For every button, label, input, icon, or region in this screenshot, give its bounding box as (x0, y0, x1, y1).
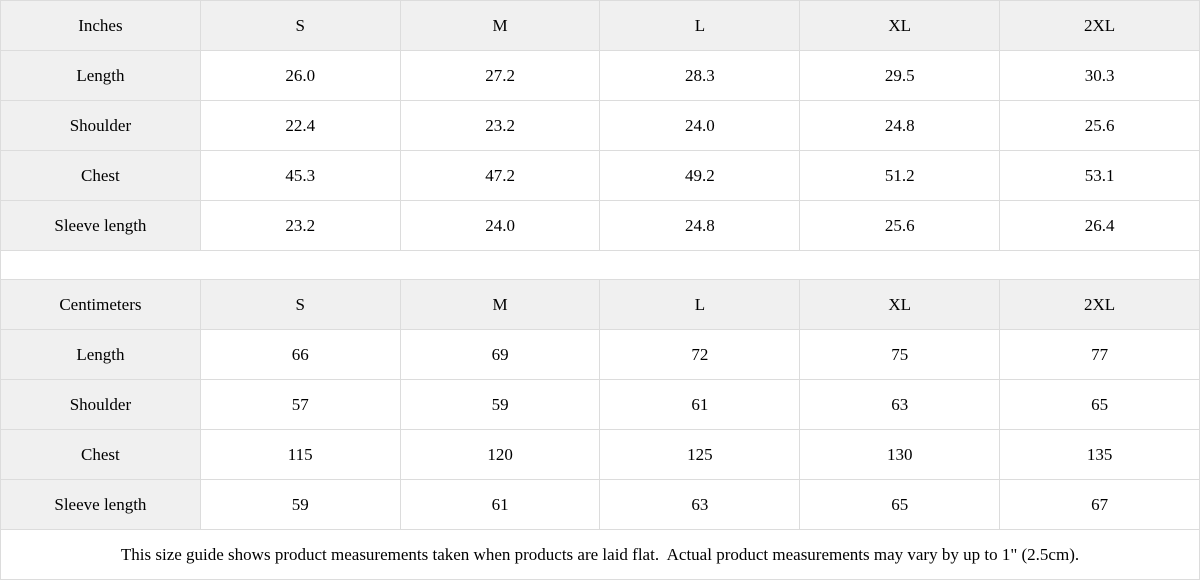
value-cell: 61 (399, 479, 601, 530)
value-cell: 115 (199, 429, 401, 480)
table-row-chest-cm: Chest 115 120 125 130 135 (0, 429, 1200, 480)
centimeters-unit-header-cell: Centimeters (0, 279, 201, 330)
value-cell: 45.3 (199, 150, 401, 201)
value-cell: 67 (999, 479, 1200, 530)
table-row-sleeve-in: Sleeve length 23.2 24.0 24.8 25.6 26.4 (0, 200, 1200, 251)
inches-header-row: Inches S M L XL 2XL (0, 0, 1200, 51)
value-cell: 63 (799, 379, 1001, 430)
value-cell: 29.5 (799, 50, 1001, 101)
table-spacer (0, 251, 1200, 279)
value-cell: 25.6 (799, 200, 1001, 251)
value-cell: 59 (399, 379, 601, 430)
table-row-shoulder-in: Shoulder 22.4 23.2 24.0 24.8 25.6 (0, 100, 1200, 151)
value-cell: 65 (799, 479, 1001, 530)
size-header-l: L (599, 279, 801, 330)
size-header-s: S (199, 279, 401, 330)
value-cell: 24.0 (399, 200, 601, 251)
table-row-length-in: Length 26.0 27.2 28.3 29.5 30.3 (0, 50, 1200, 101)
value-cell: 24.8 (599, 200, 801, 251)
table-row-chest-in: Chest 45.3 47.2 49.2 51.2 53.1 (0, 150, 1200, 201)
value-cell: 47.2 (399, 150, 601, 201)
table-row-sleeve-cm: Sleeve length 59 61 63 65 67 (0, 479, 1200, 530)
value-cell: 120 (399, 429, 601, 480)
size-header-2xl: 2XL (999, 0, 1200, 51)
value-cell: 23.2 (399, 100, 601, 151)
size-header-m: M (399, 0, 601, 51)
table-row-length-cm: Length 66 69 72 75 77 (0, 329, 1200, 380)
value-cell: 26.4 (999, 200, 1200, 251)
row-label-cell: Length (0, 329, 201, 380)
value-cell: 135 (999, 429, 1200, 480)
value-cell: 69 (399, 329, 601, 380)
size-guide-disclaimer: This size guide shows product measuremen… (0, 530, 1200, 580)
value-cell: 57 (199, 379, 401, 430)
value-cell: 28.3 (599, 50, 801, 101)
value-cell: 23.2 (199, 200, 401, 251)
table-row-shoulder-cm: Shoulder 57 59 61 63 65 (0, 379, 1200, 430)
value-cell: 53.1 (999, 150, 1200, 201)
size-header-m: M (399, 279, 601, 330)
inches-unit-header-cell: Inches (0, 0, 201, 51)
value-cell: 22.4 (199, 100, 401, 151)
value-cell: 63 (599, 479, 801, 530)
row-label-cell: Shoulder (0, 379, 201, 430)
row-label-cell: Sleeve length (0, 479, 201, 530)
row-label-cell: Chest (0, 429, 201, 480)
row-label-cell: Chest (0, 150, 201, 201)
value-cell: 51.2 (799, 150, 1001, 201)
value-cell: 24.8 (799, 100, 1001, 151)
inches-size-table: Inches S M L XL 2XL Length 26.0 27.2 28.… (0, 0, 1200, 251)
value-cell: 66 (199, 329, 401, 380)
size-header-s: S (199, 0, 401, 51)
row-label-cell: Shoulder (0, 100, 201, 151)
row-label-cell: Sleeve length (0, 200, 201, 251)
value-cell: 77 (999, 329, 1200, 380)
value-cell: 26.0 (199, 50, 401, 101)
size-header-2xl: 2XL (999, 279, 1200, 330)
size-header-l: L (599, 0, 801, 51)
value-cell: 130 (799, 429, 1001, 480)
row-label-cell: Length (0, 50, 201, 101)
size-header-xl: XL (799, 0, 1001, 51)
centimeters-header-row: Centimeters S M L XL 2XL (0, 279, 1200, 330)
value-cell: 49.2 (599, 150, 801, 201)
value-cell: 125 (599, 429, 801, 480)
value-cell: 65 (999, 379, 1200, 430)
value-cell: 75 (799, 329, 1001, 380)
value-cell: 30.3 (999, 50, 1200, 101)
value-cell: 72 (599, 329, 801, 380)
centimeters-size-table: Centimeters S M L XL 2XL Length 66 69 72… (0, 279, 1200, 530)
value-cell: 24.0 (599, 100, 801, 151)
value-cell: 59 (199, 479, 401, 530)
value-cell: 25.6 (999, 100, 1200, 151)
value-cell: 27.2 (399, 50, 601, 101)
size-header-xl: XL (799, 279, 1001, 330)
value-cell: 61 (599, 379, 801, 430)
